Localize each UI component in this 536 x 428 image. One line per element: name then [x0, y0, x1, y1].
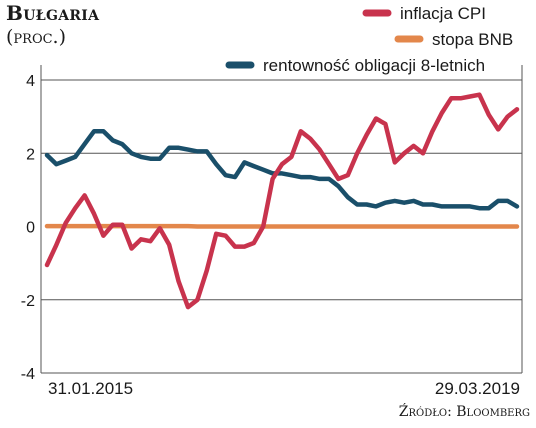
chart-title: Bułgaria	[6, 1, 100, 25]
legend-label: rentowność obligacji 8-letnich	[263, 56, 485, 75]
chart-subtitle: (proc.)	[6, 26, 67, 48]
y-tick-label: 4	[26, 73, 35, 90]
legend-label: inflacja CPI	[400, 4, 486, 23]
grid-layer	[40, 65, 523, 374]
series-layer	[44, 92, 520, 310]
axis-layer: 4 2 0 -2 -4 31.01.2015 29.03.2019	[21, 73, 520, 398]
series-line-2	[44, 129, 520, 211]
series-line-0	[44, 92, 520, 310]
legend: inflacja CPI stopa BNB rentowność obligacj…	[225, 4, 513, 75]
y-tick-label: 0	[26, 220, 35, 237]
y-tick-label: -4	[21, 366, 35, 383]
legend-label: stopa BNB	[432, 30, 513, 49]
source-note: Źródło: Bloomberg	[398, 404, 530, 420]
x-tick-label: 31.01.2015	[48, 379, 133, 398]
y-tick-label: 2	[26, 146, 35, 163]
y-tick-label: -2	[21, 293, 35, 310]
x-tick-label: 29.03.2019	[435, 379, 520, 398]
